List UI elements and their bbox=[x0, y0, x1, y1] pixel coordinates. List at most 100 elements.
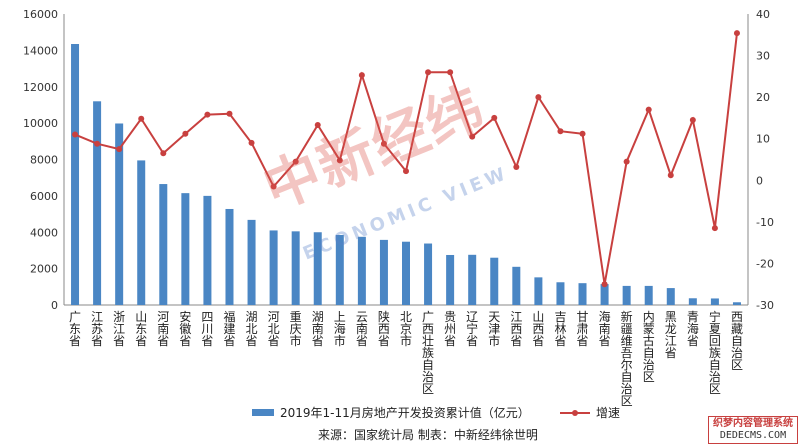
category-label: 吉林省 bbox=[554, 310, 566, 348]
bar bbox=[115, 123, 124, 306]
right-tick-label: 20 bbox=[756, 91, 770, 104]
category-label: 浙江省 bbox=[113, 310, 125, 348]
bar bbox=[159, 184, 168, 305]
growth-point bbox=[94, 140, 101, 147]
category-label: 北京市 bbox=[400, 310, 412, 348]
corner-logo-en: DEDECMS.COM bbox=[719, 430, 787, 441]
category-label: 广东省 bbox=[69, 310, 81, 348]
growth-point bbox=[380, 140, 387, 147]
bar bbox=[490, 257, 499, 305]
bar bbox=[534, 277, 543, 305]
growth-point bbox=[182, 130, 189, 137]
growth-point bbox=[469, 133, 476, 140]
bar bbox=[225, 208, 234, 305]
bar bbox=[137, 160, 146, 305]
category-label: 内蒙古自治区 bbox=[643, 310, 655, 384]
growth-point bbox=[314, 121, 321, 128]
growth-point bbox=[557, 128, 564, 135]
growth-point bbox=[733, 30, 740, 37]
category-label: 河南省 bbox=[157, 310, 169, 348]
bar bbox=[357, 236, 366, 305]
bar bbox=[666, 288, 675, 305]
category-label: 安徽省 bbox=[179, 309, 191, 348]
bar bbox=[247, 219, 256, 305]
bar bbox=[732, 302, 741, 305]
category-label: 黑龙江省 bbox=[665, 310, 677, 360]
legend-line-label: 增速 bbox=[596, 406, 621, 420]
category-label: 新疆维吾尔自治区 bbox=[621, 309, 633, 408]
legend-line-entry: 增速 bbox=[560, 404, 620, 421]
bar bbox=[512, 266, 521, 305]
bar bbox=[710, 298, 719, 305]
growth-point bbox=[645, 106, 652, 113]
legend-bar-label: 2019年1-11月房地产开发投资累计值（亿元） bbox=[280, 406, 530, 420]
left-tick-label: 16000 bbox=[23, 8, 58, 21]
category-label: 广西壮族自治区 bbox=[422, 310, 434, 396]
bar bbox=[468, 254, 477, 305]
growth-point bbox=[667, 172, 674, 179]
bar bbox=[578, 283, 587, 305]
bar bbox=[269, 230, 278, 305]
growth-point bbox=[491, 114, 498, 121]
category-label: 江西省 bbox=[510, 310, 522, 348]
bar bbox=[402, 241, 410, 305]
category-label: 河北省 bbox=[268, 310, 280, 348]
growth-point bbox=[513, 163, 520, 170]
growth-point bbox=[623, 158, 630, 165]
growth-point bbox=[689, 117, 696, 124]
left-tick-label: 4000 bbox=[30, 226, 58, 239]
growth-line-series bbox=[72, 30, 740, 288]
category-label: 西藏自治区 bbox=[731, 310, 743, 372]
category-label: 山东省 bbox=[135, 310, 147, 348]
category-label: 上海市 bbox=[334, 310, 346, 348]
bar bbox=[203, 195, 212, 305]
bar bbox=[93, 101, 102, 305]
bar bbox=[181, 193, 190, 305]
category-label: 青海省 bbox=[687, 310, 699, 348]
growth-point bbox=[336, 157, 343, 164]
category-label: 四川省 bbox=[201, 310, 213, 348]
right-tick-label: -20 bbox=[756, 257, 774, 270]
left-tick-label: 2000 bbox=[30, 263, 58, 276]
growth-point bbox=[447, 69, 454, 76]
growth-point bbox=[358, 72, 365, 79]
category-label: 山西省 bbox=[532, 310, 544, 348]
right-tick-label: -30 bbox=[756, 299, 774, 312]
bar bbox=[424, 243, 433, 305]
growth-point bbox=[138, 115, 145, 122]
category-label: 天津市 bbox=[488, 310, 500, 348]
right-tick-label: -10 bbox=[756, 216, 774, 229]
bar bbox=[556, 282, 565, 305]
growth-point bbox=[425, 69, 432, 76]
growth-point bbox=[270, 183, 277, 190]
bar bbox=[335, 234, 344, 305]
right-tick-label: 10 bbox=[756, 133, 770, 146]
category-label: 海南省 bbox=[599, 309, 611, 348]
growth-point bbox=[72, 131, 79, 138]
left-tick-label: 6000 bbox=[30, 190, 58, 203]
bar bbox=[644, 285, 653, 305]
right-axis-ticks: -30 -20 -10 0 10 20 30 40 bbox=[756, 8, 774, 312]
bar bbox=[313, 232, 322, 305]
bar bbox=[622, 285, 631, 305]
legend-bar-entry: 2019年1-11月房地产开发投资累计值（亿元） bbox=[252, 404, 530, 421]
bar-series bbox=[71, 44, 741, 306]
growth-point bbox=[535, 94, 542, 101]
category-label: 湖南省 bbox=[312, 309, 324, 348]
bar bbox=[291, 231, 300, 305]
growth-point bbox=[116, 146, 123, 153]
category-label: 贵州省 bbox=[444, 310, 456, 348]
category-labels: 广东省江苏省浙江省山东省河南省安徽省四川省福建省湖北省河北省重庆市湖南省上海市云… bbox=[69, 309, 743, 408]
legend-bar-swatch bbox=[252, 409, 274, 416]
corner-logo: 织梦内容管理系统 DEDECMS.COM bbox=[708, 416, 798, 444]
corner-logo-cn: 织梦内容管理系统 bbox=[713, 418, 793, 429]
category-label: 福建省 bbox=[223, 309, 235, 348]
growth-point bbox=[204, 111, 211, 118]
growth-point bbox=[292, 158, 299, 165]
right-tick-label: 0 bbox=[756, 174, 763, 187]
bar bbox=[71, 44, 80, 306]
category-label: 江苏省 bbox=[91, 310, 103, 348]
category-label: 陕西省 bbox=[378, 309, 390, 348]
category-label: 湖北省 bbox=[246, 309, 258, 348]
